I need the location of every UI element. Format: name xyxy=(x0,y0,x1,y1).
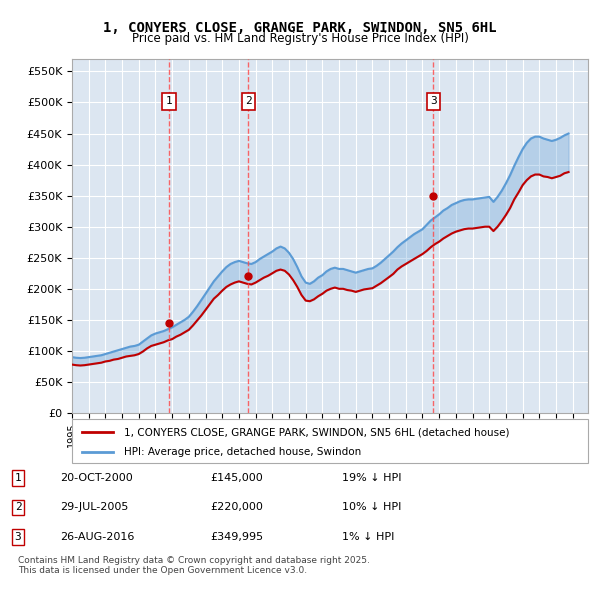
Text: 10% ↓ HPI: 10% ↓ HPI xyxy=(342,503,401,512)
Text: 1: 1 xyxy=(14,473,22,483)
Text: 2: 2 xyxy=(14,503,22,512)
Text: £220,000: £220,000 xyxy=(210,503,263,512)
Text: 3: 3 xyxy=(430,97,437,106)
Text: 2: 2 xyxy=(245,97,252,106)
Text: £145,000: £145,000 xyxy=(210,473,263,483)
Text: Contains HM Land Registry data © Crown copyright and database right 2025.
This d: Contains HM Land Registry data © Crown c… xyxy=(18,556,370,575)
Text: 1, CONYERS CLOSE, GRANGE PARK, SWINDON, SN5 6HL (detached house): 1, CONYERS CLOSE, GRANGE PARK, SWINDON, … xyxy=(124,427,509,437)
Text: 1, CONYERS CLOSE, GRANGE PARK, SWINDON, SN5 6HL: 1, CONYERS CLOSE, GRANGE PARK, SWINDON, … xyxy=(103,21,497,35)
Text: 26-AUG-2016: 26-AUG-2016 xyxy=(60,532,134,542)
Text: HPI: Average price, detached house, Swindon: HPI: Average price, detached house, Swin… xyxy=(124,447,361,457)
Text: 19% ↓ HPI: 19% ↓ HPI xyxy=(342,473,401,483)
Text: 1% ↓ HPI: 1% ↓ HPI xyxy=(342,532,394,542)
Text: 20-OCT-2000: 20-OCT-2000 xyxy=(60,473,133,483)
Text: Price paid vs. HM Land Registry's House Price Index (HPI): Price paid vs. HM Land Registry's House … xyxy=(131,32,469,45)
FancyBboxPatch shape xyxy=(72,419,588,463)
Text: 3: 3 xyxy=(14,532,22,542)
Text: 1: 1 xyxy=(166,97,172,106)
Text: £349,995: £349,995 xyxy=(210,532,263,542)
Text: 29-JUL-2005: 29-JUL-2005 xyxy=(60,503,128,512)
